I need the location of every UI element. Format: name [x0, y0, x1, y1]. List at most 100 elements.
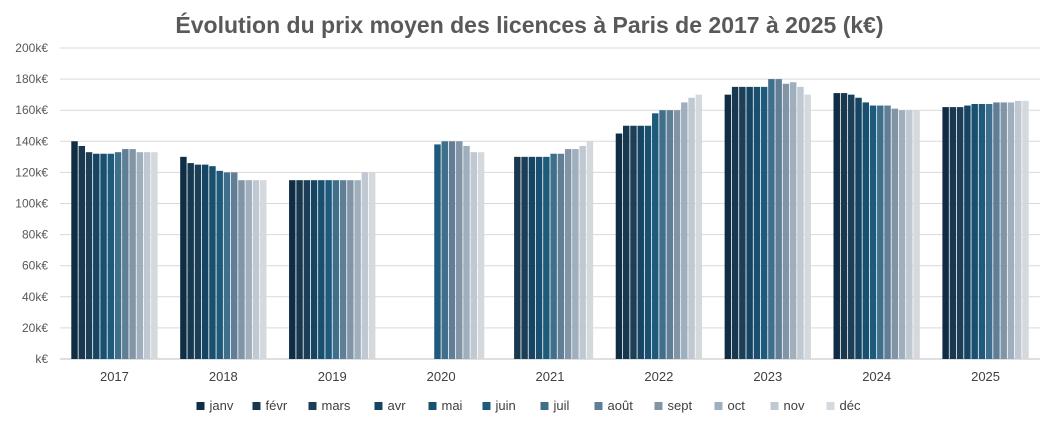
bar-mai-2022	[644, 125, 652, 359]
bar-sept-2024	[891, 108, 899, 360]
bar-mai-2017	[100, 153, 107, 359]
y-tick-label: k€	[35, 352, 48, 366]
bar-sept-2019	[347, 180, 354, 359]
bar-août-2023	[775, 79, 782, 359]
bar-avr-2018	[201, 164, 209, 359]
legend-swatch	[654, 402, 663, 410]
bar-juin-2020	[434, 144, 441, 359]
bar-nov-2024	[906, 110, 913, 359]
legend-swatch	[482, 402, 491, 410]
bar-déc-2022	[695, 94, 703, 360]
bar-janv-2019	[289, 180, 296, 359]
bar-janv-2022	[615, 133, 623, 359]
bar-janv-2023	[724, 94, 732, 360]
x-tick-label: 2025	[971, 369, 1000, 384]
bar-sept-2022	[673, 110, 681, 359]
bar-déc-2023	[804, 94, 811, 360]
bar-sept-2021	[564, 149, 572, 359]
bar-nov-2017	[143, 152, 151, 359]
bar-nov-2025	[1014, 100, 1022, 360]
legend-item-déc: déc	[826, 398, 861, 413]
bar-août-2021	[557, 153, 565, 359]
legend-item-juin: juin	[482, 398, 516, 413]
legend-item-févr: févr	[252, 398, 288, 413]
bar-août-2024	[884, 105, 891, 359]
bar-oct-2018	[245, 180, 252, 359]
bar-mai-2025	[971, 103, 978, 359]
bar-juil-2022	[659, 110, 666, 359]
bar-juil-2018	[223, 172, 231, 359]
legend-label: nov	[784, 398, 805, 413]
bar-févr-2018	[187, 163, 194, 359]
bar-mars-2018	[194, 164, 202, 359]
y-tick-label: 140k€	[15, 134, 48, 148]
legend-item-juil: juil	[540, 398, 570, 413]
bar-oct-2025	[1007, 102, 1015, 360]
legend-item-avr: avr	[374, 398, 407, 413]
x-tick-label: 2020	[427, 369, 456, 384]
bar-nov-2021	[579, 145, 586, 359]
bar-nov-2019	[361, 172, 369, 359]
legend-swatch	[594, 402, 603, 410]
bar-août-2020	[448, 141, 456, 359]
legend-swatch	[770, 402, 779, 410]
bar-déc-2021	[586, 141, 594, 359]
chart-title: Évolution du prix moyen des licences à P…	[175, 12, 884, 38]
bar-oct-2019	[354, 180, 361, 359]
y-tick-label: 200k€	[15, 41, 48, 55]
y-tick-label: 180k€	[15, 72, 48, 86]
legend-item-août: août	[594, 398, 634, 413]
legend-label: avr	[388, 398, 407, 413]
y-tick-label: 120k€	[15, 165, 48, 179]
x-tick-label: 2019	[318, 369, 347, 384]
bar-nov-2023	[797, 86, 804, 359]
legend-item-oct: oct	[714, 398, 745, 413]
legend-swatch	[252, 402, 261, 410]
bar-juil-2019	[332, 180, 340, 359]
bar-janv-2017	[71, 141, 78, 359]
bar-juin-2023	[760, 86, 768, 359]
bar-déc-2025	[1022, 100, 1029, 360]
legend-swatch	[196, 402, 205, 410]
bar-mars-2022	[630, 125, 637, 359]
bar-avr-2024	[855, 97, 862, 359]
bar-mai-2023	[753, 86, 761, 359]
x-tick-label: 2024	[862, 369, 891, 384]
bar-déc-2024	[913, 110, 920, 359]
bar-mars-2021	[521, 156, 528, 359]
x-tick-label: 2018	[209, 369, 238, 384]
bar-juil-2021	[550, 153, 557, 359]
legend-item-nov: nov	[770, 398, 805, 413]
bar-sept-2018	[238, 180, 245, 359]
bar-juin-2022	[652, 113, 659, 359]
bar-juin-2019	[325, 180, 332, 359]
legend-item-mai: mai	[428, 398, 463, 413]
bar-janv-2025	[942, 107, 949, 359]
bar-avr-2019	[310, 180, 318, 359]
bar-avr-2021	[528, 156, 536, 359]
bar-août-2022	[666, 110, 674, 359]
bar-juil-2017	[114, 152, 122, 359]
bar-juil-2024	[877, 105, 884, 359]
bar-mai-2018	[209, 166, 216, 359]
bar-sept-2020	[456, 141, 463, 359]
legend-swatch	[374, 402, 383, 410]
legend-label: juil	[553, 398, 570, 413]
bar-oct-2017	[136, 152, 144, 359]
bar-oct-2020	[463, 145, 470, 359]
bar-août-2019	[339, 180, 347, 359]
legend-swatch	[826, 402, 835, 410]
bar-juil-2020	[441, 141, 448, 359]
legend-swatch	[540, 402, 549, 410]
x-tick-label: 2023	[753, 369, 782, 384]
bar-avr-2025	[964, 105, 971, 359]
bar-mai-2021	[535, 156, 543, 359]
legend-item-mars: mars	[308, 398, 351, 413]
legend-label: août	[608, 398, 634, 413]
bar-sept-2023	[782, 83, 790, 359]
bar-janv-2024	[833, 93, 840, 359]
bar-juin-2021	[543, 156, 550, 359]
bar-oct-2022	[681, 102, 688, 360]
legend-label: févr	[266, 398, 288, 413]
legend-label: mars	[322, 398, 351, 413]
